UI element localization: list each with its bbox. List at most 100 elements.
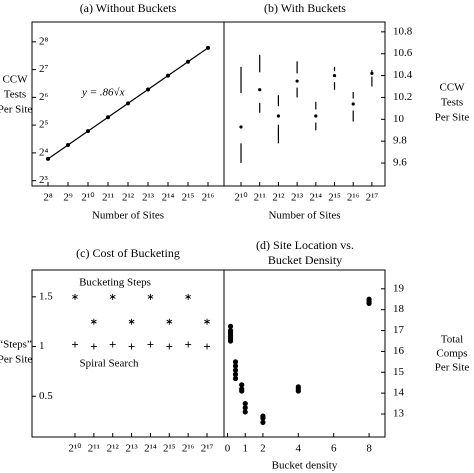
data-point <box>166 318 173 325</box>
data-point <box>206 45 211 50</box>
x-tick-label: 2⁸ <box>43 192 53 204</box>
y-axis-label: Per Site <box>435 112 470 124</box>
chart-title: Bucket Density <box>268 253 342 267</box>
x-tick-label: 2¹⁷ <box>201 443 214 455</box>
y-tick-label: 15 <box>393 366 405 378</box>
data-point <box>232 371 239 377</box>
data-point <box>109 341 116 348</box>
median-dot <box>314 114 318 118</box>
y-axis-label: Total <box>441 334 463 346</box>
y-axis-label: Per Site <box>0 104 32 116</box>
x-tick-label: 2¹⁶ <box>182 443 195 455</box>
data-point <box>128 343 135 350</box>
y-axis-label: Per Site <box>435 362 470 374</box>
data-point <box>242 405 248 411</box>
data-point <box>239 382 245 388</box>
series-label: Spiral Search <box>80 358 139 370</box>
x-tick-label: 2¹⁰ <box>234 192 248 204</box>
x-tick-label: 2¹⁰ <box>81 192 95 204</box>
y-tick-label: 2⁷ <box>39 63 49 75</box>
y-axis-label: Tests <box>4 89 26 101</box>
x-tick-label: 2 <box>260 443 266 455</box>
y-tick-label: 2⁶ <box>39 91 49 103</box>
data-point <box>227 338 234 344</box>
x-tick-label: 2¹¹ <box>102 192 114 204</box>
y-axis-label: CCW <box>2 74 28 86</box>
plot-frame <box>31 269 225 438</box>
x-tick-label: 2¹³ <box>126 443 139 455</box>
y-axis-label: Comps <box>436 348 467 360</box>
data-point <box>366 300 372 306</box>
data-point <box>185 341 192 348</box>
data-point <box>106 115 111 120</box>
data-point <box>166 73 171 78</box>
y-tick-label: 19 <box>393 282 405 294</box>
x-tick-label: 1 <box>242 443 248 455</box>
y-tick-label: 17 <box>393 324 405 336</box>
x-tick-label: 2¹⁵ <box>163 443 176 455</box>
x-tick-label: 2¹¹ <box>88 443 100 455</box>
y-tick-label: 9.8 <box>393 135 407 147</box>
median-dot <box>258 88 262 92</box>
data-point <box>147 293 154 300</box>
y-tick-label: 2⁸ <box>39 35 49 47</box>
y-tick-label: 2⁴ <box>39 146 49 158</box>
x-tick-label: 2¹³ <box>291 192 304 204</box>
data-point <box>128 318 135 325</box>
data-point <box>91 318 97 325</box>
data-point <box>242 409 248 415</box>
y-axis-label: CCW <box>439 82 465 94</box>
data-point <box>90 343 97 350</box>
y-tick-label: 18 <box>393 303 405 315</box>
data-point <box>86 129 91 134</box>
data-point <box>109 293 116 300</box>
chart-title: (d) Site Location vs. <box>256 238 354 252</box>
x-tick-label: 2¹² <box>272 192 285 204</box>
x-tick-label: 2¹² <box>107 443 120 455</box>
data-point <box>46 156 51 161</box>
x-tick-label: 4 <box>296 443 302 455</box>
y-axis-label: Per Site <box>0 354 32 366</box>
y-tick-label: 10.6 <box>393 47 413 59</box>
chart-title: (b) With Buckets <box>264 1 346 15</box>
median-dot <box>370 71 374 75</box>
x-tick-label: 2¹³ <box>142 192 155 204</box>
x-tick-label: 6 <box>331 443 337 455</box>
data-point <box>260 415 266 421</box>
x-tick-label: 2¹⁴ <box>309 192 322 204</box>
data-point <box>242 401 248 407</box>
plot-frame <box>223 21 386 187</box>
series-label: Bucketing Steps <box>79 277 151 289</box>
x-tick-label: 2⁹ <box>63 192 73 204</box>
x-axis-label: Number of Sites <box>92 210 164 222</box>
y-tick-label: 16 <box>393 345 405 357</box>
y-tick-label: 2³ <box>39 174 49 186</box>
x-tick-label: 2¹⁶ <box>202 192 215 204</box>
x-tick-label: 2¹⁰ <box>68 443 82 455</box>
x-tick-label: 0 <box>225 443 231 455</box>
x-tick-label: 2¹⁵ <box>328 192 341 204</box>
y-tick-label: 10 <box>393 113 405 125</box>
data-point <box>204 343 211 350</box>
x-tick-label: 2¹¹ <box>254 192 266 204</box>
y-tick-label: 0.5 <box>39 390 53 402</box>
data-point <box>232 359 239 365</box>
data-point <box>147 341 154 348</box>
data-point <box>186 59 191 64</box>
data-point <box>166 343 173 350</box>
data-point <box>232 367 239 373</box>
chart-title: (c) Cost of Bucketing <box>76 246 180 260</box>
data-point <box>239 388 245 394</box>
data-point <box>71 341 78 348</box>
x-tick-label: 2¹⁵ <box>182 192 195 204</box>
data-point <box>66 143 71 148</box>
y-tick-label: 1.5 <box>39 290 53 302</box>
y-tick-label: 1 <box>39 340 45 352</box>
x-tick-label: 8 <box>366 443 372 455</box>
data-point <box>227 323 234 329</box>
y-tick-label: 14 <box>393 387 405 399</box>
chart-title: (a) Without Buckets <box>80 1 177 15</box>
data-point <box>260 419 266 425</box>
y-axis-label: “Steps” <box>0 339 32 351</box>
median-dot <box>295 79 299 83</box>
